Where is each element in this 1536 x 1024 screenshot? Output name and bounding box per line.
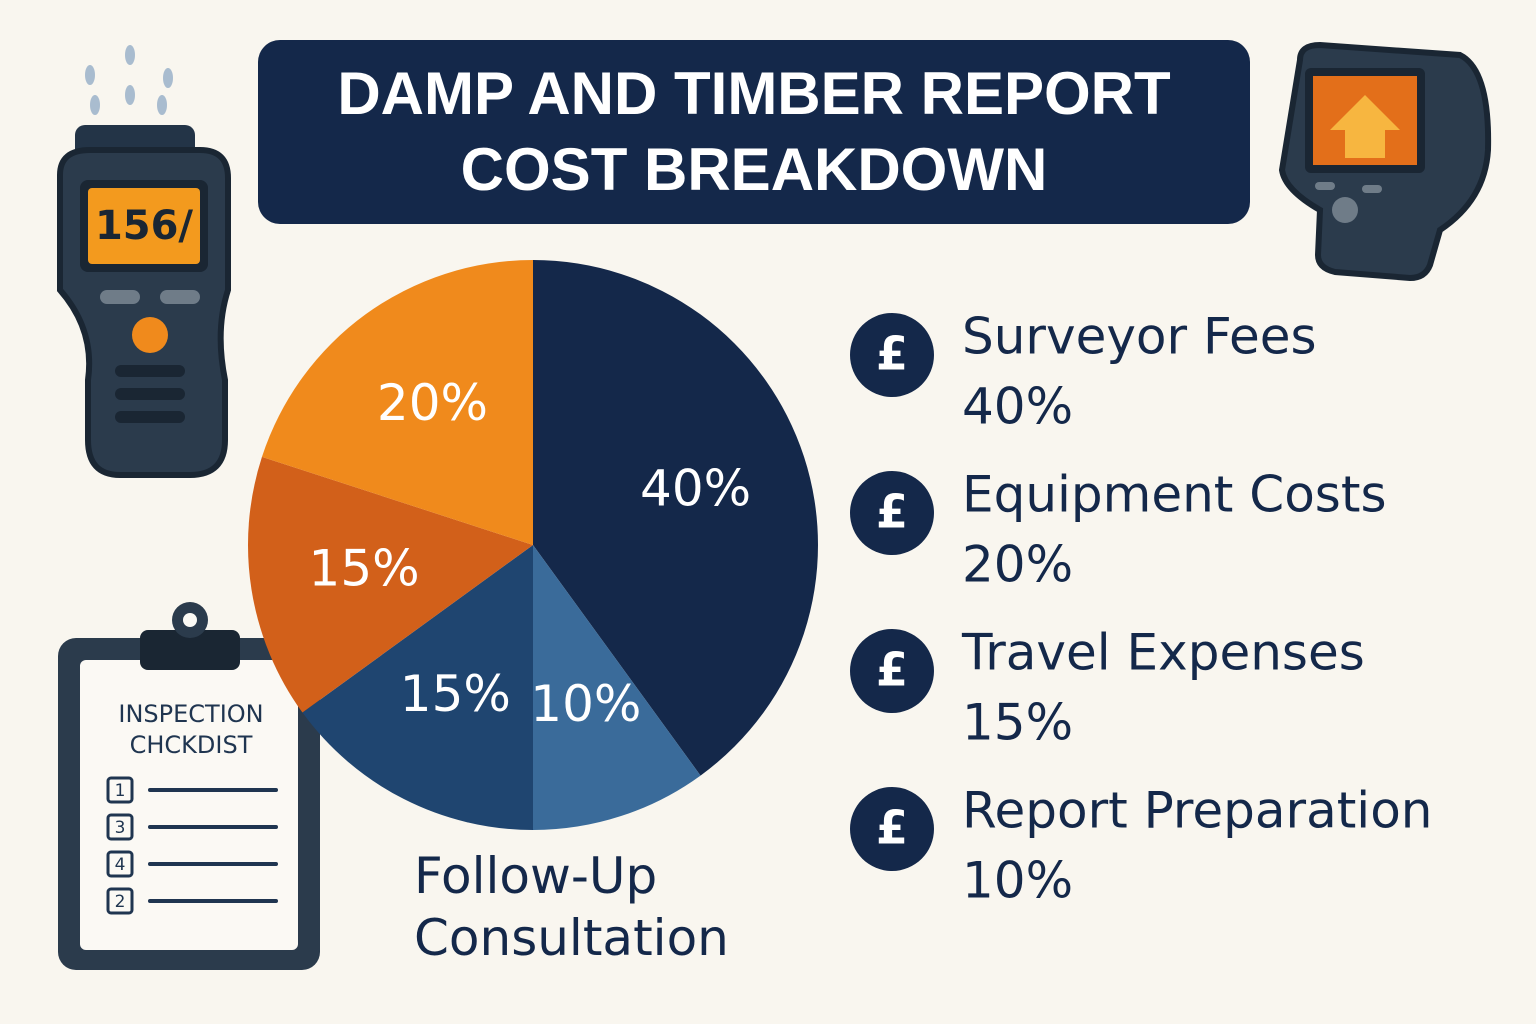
legend-value: 10%: [962, 852, 1073, 910]
legend-value: 15%: [962, 694, 1073, 752]
legend-value: 20%: [962, 536, 1073, 594]
clipboard-icon: INSPECTION CHCKDIST 1 3 4 2: [58, 602, 320, 970]
clipboard-title: INSPECTION: [118, 700, 263, 728]
legend-label: Equipment Costs: [962, 466, 1387, 524]
pie-slice: [533, 260, 819, 776]
checklist-number: 3: [115, 818, 126, 838]
legend-value: 40%: [962, 378, 1073, 436]
checkbox: [106, 813, 134, 841]
checklist-number: 2: [115, 892, 126, 912]
legend-icon: £: [876, 643, 908, 697]
title-box: DAMP AND TIMBER REPORT COST BREAKDOWN: [258, 40, 1250, 224]
slice-label: 15%: [309, 539, 420, 597]
slice-label: 15%: [400, 665, 511, 723]
chart-title: DAMP AND TIMBER REPORT COST BREAKDOWN: [337, 60, 1171, 203]
legend-icon: £: [876, 801, 908, 855]
pie-slice: [533, 545, 701, 830]
legend-label: Report Preparation: [962, 782, 1432, 840]
pie-slice: [247, 456, 533, 713]
legend-icon-bg: [850, 787, 934, 871]
meter-display: 156/: [95, 203, 193, 249]
slice-label: 10%: [530, 675, 641, 733]
legend-label: Surveyor Fees: [962, 308, 1317, 366]
legend-icon: £: [876, 485, 908, 539]
checklist-number: 4: [115, 855, 126, 875]
checkbox: [106, 776, 134, 804]
slice-caption: Follow-Up Consultation: [414, 847, 729, 967]
checklist-number: 1: [115, 781, 126, 801]
slice-label: 40%: [640, 460, 751, 518]
thermal-camera-icon: [1278, 41, 1492, 282]
pie-slice: [261, 260, 533, 545]
legend-icon-bg: [850, 629, 934, 713]
pie-slice: [302, 545, 533, 830]
clipboard-title: CHCKDIST: [130, 731, 253, 759]
legend-icon: £: [876, 327, 908, 381]
slice-label: 20%: [377, 374, 488, 432]
checkbox: [106, 887, 134, 915]
moisture-meter-icon: 156/: [57, 45, 231, 478]
checkbox: [106, 850, 134, 878]
legend-label: Travel Expenses: [961, 624, 1365, 682]
legend-icon-bg: [850, 313, 934, 397]
legend-icon-bg: [850, 471, 934, 555]
